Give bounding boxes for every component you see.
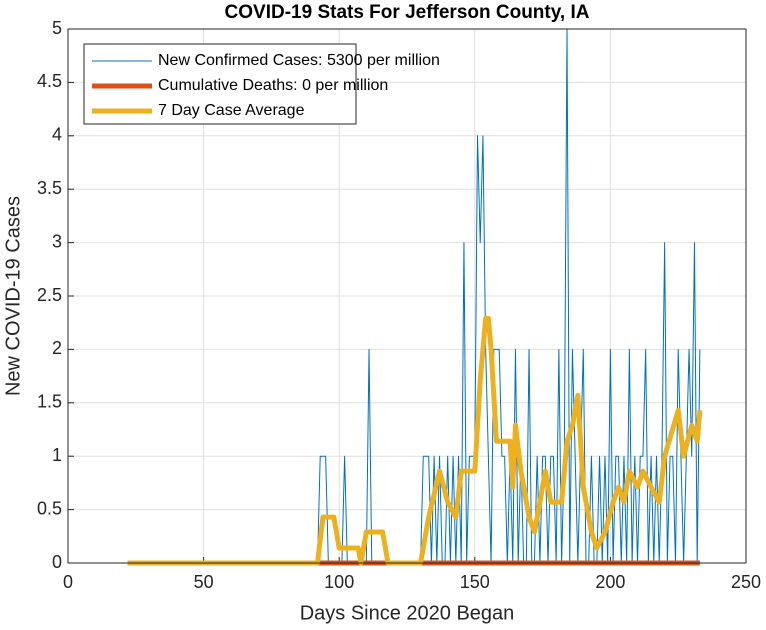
y-tick-label: 0 [52,552,62,572]
y-tick-label: 4.5 [37,71,62,91]
x-axis-label: Days Since 2020 Began [300,602,515,624]
x-tick-label: 250 [731,572,761,592]
plot-frame [67,28,747,564]
x-tick-label: 100 [324,572,354,592]
y-tick-label: 1 [52,445,62,465]
legend-label: New Confirmed Cases: 5300 per million [158,52,440,69]
y-axis-label: New COVID-19 Cases [2,196,24,396]
data-line [127,315,703,566]
y-tick-label: 2 [52,338,62,358]
y-tick-label: 3.5 [37,178,62,198]
x-tick-label: 200 [595,572,625,592]
y-tick-label: 0.5 [37,498,62,518]
legend-label: Cumulative Deaths: 0 per million [158,77,388,94]
y-tick-label: 4 [52,125,62,145]
y-tick-label: 2.5 [37,285,62,305]
x-tick-label: 150 [460,572,490,592]
y-tick-label: 3 [52,231,62,251]
y-tick-label: 5 [52,18,62,38]
x-tick-label: 0 [63,572,73,592]
chart-title: COVID-19 Stats For Jefferson County, IA [225,2,590,23]
x-tick-label: 50 [194,572,214,592]
legend-label: 7 Day Case Average [158,102,305,119]
y-tick-label: 1.5 [37,392,62,412]
